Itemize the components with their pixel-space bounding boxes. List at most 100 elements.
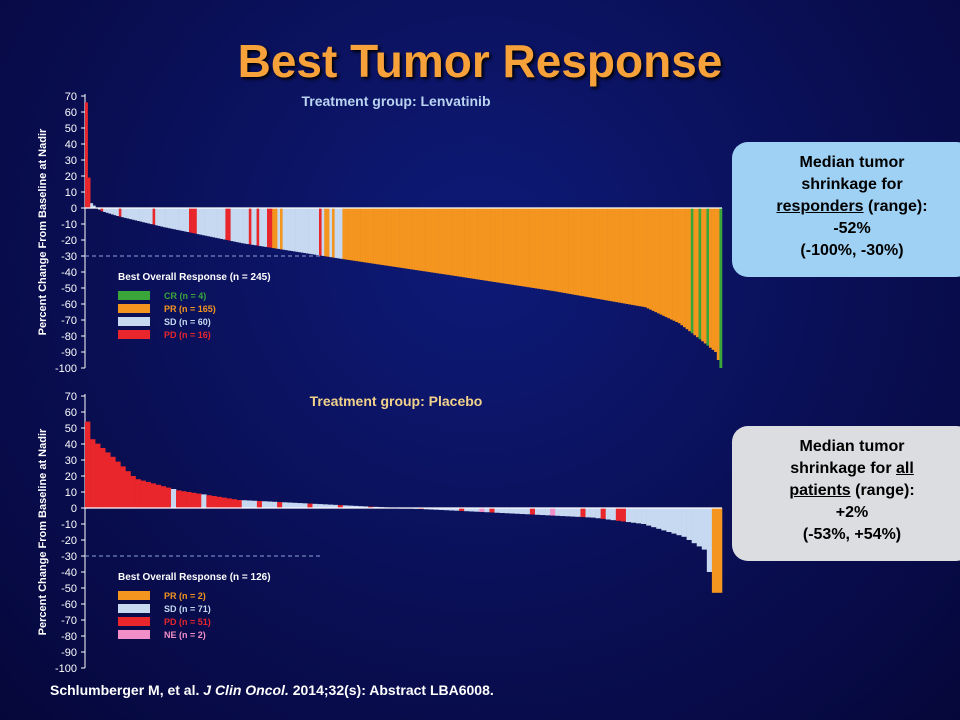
bar	[514, 508, 521, 514]
bar	[488, 208, 491, 282]
bar	[636, 208, 640, 306]
bar	[516, 208, 520, 286]
bar	[352, 505, 359, 508]
bar	[446, 208, 450, 275]
bar	[706, 208, 710, 346]
bar	[170, 489, 177, 508]
bar	[157, 208, 161, 226]
citation-details: 2014;32(s): Abstract LBA6008.	[292, 682, 494, 698]
y-tick-label: 0	[71, 503, 77, 515]
bar	[560, 508, 566, 517]
bar	[337, 208, 341, 259]
y-tick-label: -10	[61, 219, 77, 231]
legend-label: PD (n = 51)	[164, 617, 211, 627]
bar	[696, 508, 703, 547]
bar	[654, 208, 658, 313]
bar	[494, 508, 500, 513]
bar	[215, 208, 218, 238]
bar	[202, 208, 205, 236]
callout-value: -52%	[833, 220, 871, 237]
bar	[269, 208, 273, 248]
bar	[550, 508, 556, 516]
y-tick-label: -60	[61, 299, 77, 311]
bar	[126, 208, 130, 219]
bar	[563, 208, 567, 294]
bar	[221, 497, 227, 508]
slide-title: Best Tumor Response	[237, 35, 723, 87]
bar	[160, 486, 167, 508]
bar	[693, 208, 697, 336]
bar	[312, 503, 318, 508]
bar	[347, 208, 351, 260]
bar	[98, 208, 101, 210]
y-tick-label: 70	[65, 391, 77, 403]
y-tick-label: 60	[65, 107, 77, 119]
bar	[691, 508, 698, 544]
bar	[667, 208, 671, 319]
bar	[565, 508, 571, 517]
bar	[456, 208, 460, 277]
bar	[454, 208, 458, 276]
y-tick-label: -80	[61, 331, 77, 343]
bar	[677, 208, 681, 324]
bar	[620, 208, 624, 304]
bar	[293, 208, 296, 252]
y-tick-label: 50	[65, 123, 77, 135]
bar	[189, 208, 192, 233]
bar	[493, 208, 497, 282]
bar	[150, 208, 153, 225]
bar	[618, 208, 621, 303]
bar	[111, 208, 114, 215]
bar	[659, 208, 663, 315]
y-tick-label: -50	[61, 283, 77, 295]
bar	[376, 208, 380, 265]
bar	[290, 208, 294, 251]
bar	[142, 208, 146, 223]
bar	[326, 208, 330, 257]
bar	[615, 208, 619, 303]
bar	[706, 508, 713, 572]
y-tick-label: 40	[65, 439, 77, 451]
callout-underlined: all	[896, 460, 914, 477]
bar	[441, 208, 445, 275]
bar	[423, 208, 426, 272]
bar	[355, 208, 359, 262]
bar	[415, 208, 419, 271]
bar	[686, 508, 692, 540]
bar	[542, 208, 546, 290]
bar	[339, 208, 343, 259]
bar	[103, 208, 107, 212]
bar	[121, 208, 125, 218]
bar	[316, 208, 320, 256]
bar	[716, 208, 720, 360]
bar	[404, 208, 408, 269]
lenvatinib-median-callout: Median tumor shrinkage for responders (r…	[732, 142, 960, 277]
bar	[116, 208, 120, 216]
bar	[261, 208, 265, 247]
legend-label: CR (n = 4)	[164, 291, 206, 301]
y-tick-label: -40	[61, 567, 77, 579]
bar	[545, 508, 551, 516]
bar	[248, 208, 252, 245]
bar	[423, 508, 430, 510]
bar	[176, 490, 182, 508]
legend-swatch	[118, 591, 150, 600]
citation-journal: J Clin Oncol.	[203, 682, 289, 698]
placebo-chart: 70 60 50 40 30 20 10 0 -10 -20 -30 -40 -50 -60 -70 -80 -…	[0, 386, 960, 676]
bar	[649, 208, 653, 310]
bar	[181, 491, 187, 508]
bar	[342, 208, 346, 260]
bar	[550, 208, 554, 291]
y-tick-label: -80	[61, 631, 77, 643]
y-tick-label: 10	[65, 187, 77, 199]
placebo-median-callout: Median tumor shrinkage for all patients …	[732, 426, 960, 561]
bar	[475, 208, 478, 280]
bar	[555, 208, 559, 292]
bar	[615, 508, 622, 521]
bar	[144, 208, 148, 223]
bar	[580, 508, 586, 518]
bar	[246, 500, 253, 508]
bar	[701, 508, 708, 550]
y-tick-label: 30	[65, 455, 77, 467]
legend-swatch	[118, 330, 150, 339]
